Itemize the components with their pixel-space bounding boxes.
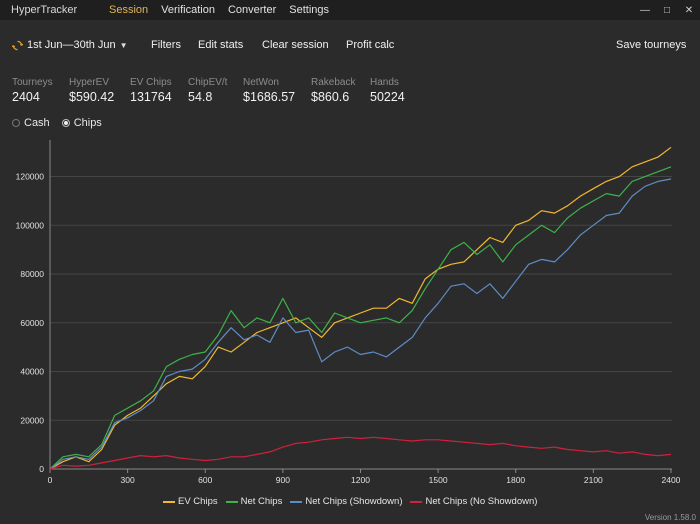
stat-label: Rakeback bbox=[311, 77, 356, 88]
stat-value: 131764 bbox=[130, 90, 172, 104]
radio-cash[interactable]: Cash bbox=[12, 117, 50, 129]
radio-cash-indicator bbox=[12, 119, 20, 127]
stat-value: 2404 bbox=[12, 90, 40, 104]
nav-converter[interactable]: Converter bbox=[227, 4, 277, 16]
stat-hands: Hands 50224 bbox=[370, 77, 430, 104]
ev-chips-line bbox=[49, 146, 672, 470]
chart-legend: EV Chips Net Chips Net Chips (Showdown) … bbox=[163, 496, 545, 507]
y-tick-label: 40000 bbox=[20, 367, 44, 377]
stat-tourneys: Tourneys 2404 bbox=[12, 77, 69, 104]
x-tick-label: 2100 bbox=[584, 475, 603, 485]
profit-calc-button[interactable]: Profit calc bbox=[346, 39, 395, 51]
stat-label: EV Chips bbox=[130, 77, 172, 88]
minimize-button[interactable]: — bbox=[640, 4, 650, 16]
stat-hyperev: HyperEV $590.42 bbox=[69, 77, 130, 104]
stat-value: $1686.57 bbox=[243, 90, 296, 104]
stat-label: Tourneys bbox=[12, 77, 53, 88]
stat-chip-ev: ChipEV/t 54.8 bbox=[188, 77, 243, 104]
legend-swatch bbox=[410, 500, 423, 503]
maximize-button[interactable]: □ bbox=[663, 4, 671, 16]
y-tick-label: 120000 bbox=[16, 172, 45, 182]
stat-value: $590.42 bbox=[69, 90, 115, 104]
nav-settings[interactable]: Settings bbox=[289, 4, 329, 16]
sync-icon bbox=[12, 40, 23, 50]
legend-label: Net Chips bbox=[240, 496, 283, 507]
radio-chips-indicator bbox=[61, 119, 70, 127]
x-tick-label: 1500 bbox=[429, 475, 448, 485]
stat-label: ChipEV/t bbox=[188, 77, 228, 88]
net-no-showdown-line bbox=[49, 436, 672, 470]
x-tick-label: 900 bbox=[276, 475, 290, 485]
radio-chips[interactable]: Chips bbox=[61, 117, 102, 129]
x-tick-label: 300 bbox=[121, 475, 135, 485]
legend-net-chips[interactable]: Net Chips bbox=[225, 496, 283, 507]
legend-ev-chips[interactable]: EV Chips bbox=[163, 496, 218, 507]
filters-button[interactable]: Filters bbox=[151, 39, 181, 51]
legend-label: Net Chips (Showdown) bbox=[305, 496, 403, 507]
y-tick-label: 60000 bbox=[20, 318, 44, 328]
stat-label: Hands bbox=[370, 77, 399, 88]
y-tick-label: 80000 bbox=[20, 269, 44, 279]
stat-value: 54.8 bbox=[188, 90, 213, 104]
title-bar: HyperTracker Session Verification Conver… bbox=[0, 0, 700, 20]
x-tick-label: 1800 bbox=[506, 475, 525, 485]
stat-rakeback: Rakeback $860.6 bbox=[311, 77, 370, 104]
x-tick-label: 600 bbox=[198, 475, 212, 485]
net-chips-line bbox=[49, 166, 672, 470]
y-tick-label: 100000 bbox=[16, 220, 45, 230]
stat-label: HyperEV bbox=[69, 77, 110, 88]
version-label: Version 1.58.0 bbox=[644, 513, 696, 522]
edit-stats-button[interactable]: Edit stats bbox=[198, 39, 244, 51]
legend-swatch bbox=[225, 500, 238, 503]
date-range-picker[interactable]: 1st Jun—30th Jun ▼ bbox=[12, 39, 128, 51]
radio-cash-label: Cash bbox=[24, 117, 50, 129]
legend-swatch bbox=[290, 500, 303, 503]
app-title: HyperTracker bbox=[11, 4, 78, 16]
stat-value: $860.6 bbox=[311, 90, 350, 104]
stat-value: 50224 bbox=[370, 90, 405, 104]
legend-label: Net Chips (No Showdown) bbox=[425, 496, 538, 507]
net-showdown-line bbox=[49, 178, 672, 470]
stats-panel: Tourneys 2404 HyperEV $590.42 EV Chips 1… bbox=[12, 77, 430, 104]
chip-graph: 0 20000 40000 60000 80000 100000 120000 0 300 600… bbox=[16, 140, 681, 485]
radio-chips-label: Chips bbox=[73, 117, 102, 129]
save-tourneys-button[interactable]: Save tourneys bbox=[616, 39, 687, 51]
y-tick-label: 0 bbox=[39, 464, 44, 474]
stat-netwon: NetWon $1686.57 bbox=[243, 77, 311, 104]
legend-label: EV Chips bbox=[178, 496, 218, 507]
x-tick-label: 0 bbox=[48, 475, 53, 485]
window-controls: — □ ✕ bbox=[634, 0, 700, 20]
nav-session[interactable]: Session bbox=[109, 4, 149, 16]
clear-session-button[interactable]: Clear session bbox=[262, 39, 329, 51]
y-tick-label: 20000 bbox=[20, 415, 44, 425]
legend-net-no-showdown[interactable]: Net Chips (No Showdown) bbox=[410, 496, 537, 507]
legend-net-showdown[interactable]: Net Chips (Showdown) bbox=[290, 496, 402, 507]
chevron-down-icon: ▼ bbox=[119, 40, 128, 50]
main-nav: Session Verification Converter Settings bbox=[109, 4, 342, 16]
stat-ev-chips: EV Chips 131764 bbox=[130, 77, 188, 104]
close-button[interactable]: ✕ bbox=[684, 4, 694, 16]
x-tick-label: 1200 bbox=[351, 475, 370, 485]
toolbar: 1st Jun—30th Jun ▼ Filters Edit stats Cl… bbox=[0, 34, 700, 58]
legend-swatch bbox=[163, 500, 175, 503]
date-range-label: 1st Jun—30th Jun bbox=[27, 39, 116, 51]
x-tick-label: 2400 bbox=[662, 475, 681, 485]
mode-toggle: Cash Chips bbox=[12, 117, 114, 129]
nav-verification[interactable]: Verification bbox=[161, 4, 215, 16]
stat-label: NetWon bbox=[243, 77, 279, 88]
